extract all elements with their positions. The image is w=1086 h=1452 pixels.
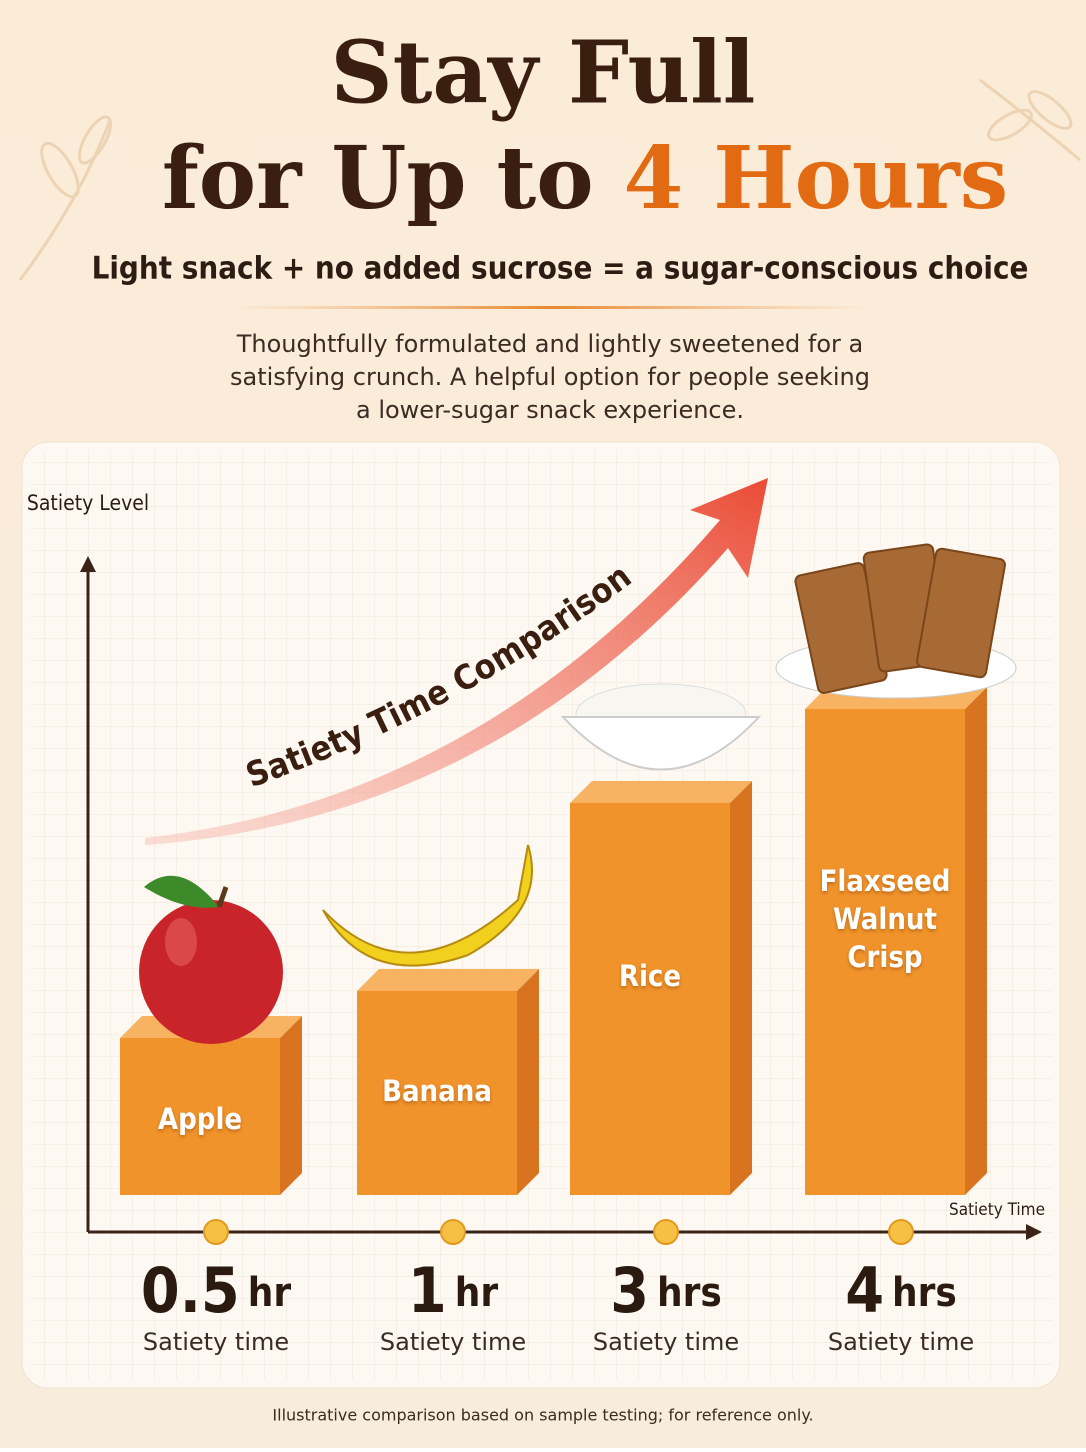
- value-label: 3 hrs: [610, 1254, 722, 1327]
- bar-label-box: Banana: [382, 1073, 492, 1108]
- apple-shine: [165, 918, 197, 966]
- bar-label-box: Rice: [618, 958, 682, 993]
- x-axis-label: Satiety Time: [949, 1200, 1045, 1220]
- x-point: [203, 1219, 229, 1245]
- banana: [322, 844, 533, 967]
- value-label: 0.5 hr: [141, 1254, 291, 1327]
- value-number: 0.5: [141, 1254, 240, 1327]
- value-number: 3: [610, 1254, 649, 1327]
- bar-side: [517, 969, 539, 1195]
- bar: [120, 1038, 280, 1195]
- bar-side: [965, 687, 987, 1195]
- apple-leaf: [144, 875, 219, 908]
- bar: [357, 991, 517, 1195]
- y-label-text: Satiety Level: [27, 491, 149, 515]
- value-sublabel: Satiety time: [380, 1328, 526, 1356]
- divider: [230, 306, 870, 309]
- value-number: 1: [408, 1254, 447, 1327]
- title-text: for Up to: [162, 128, 594, 229]
- title-line-1: Stay Full: [331, 23, 756, 124]
- bar-label-box: Flaxseed Walnut Crisp: [819, 863, 951, 974]
- subtitle: Light snack + no added sucrose = a sugar…: [92, 251, 1029, 287]
- description: Thoughtfully formulated and lightly swee…: [230, 330, 870, 424]
- value-sublabel: Satiety time: [828, 1328, 974, 1356]
- x-axis-arrow: [1026, 1224, 1042, 1240]
- value-label: 1 hr: [408, 1254, 498, 1327]
- value-unit: hrs: [892, 1270, 957, 1316]
- y-axis-arrow: [80, 556, 96, 572]
- value-unit: hr: [455, 1270, 499, 1316]
- value-sublabel: Satiety time: [593, 1328, 739, 1356]
- value-sublabel: Satiety time: [143, 1328, 289, 1356]
- footnote: Illustrative comparison based on sample …: [272, 1406, 813, 1425]
- bar-label: Flaxseed Walnut Crisp: [819, 863, 951, 974]
- apple: [139, 900, 283, 1044]
- x-point: [888, 1219, 914, 1245]
- title-highlight: 4 Hours: [624, 128, 1009, 229]
- value-number: 4: [845, 1254, 884, 1327]
- bar-top: [570, 781, 752, 803]
- x-point: [653, 1219, 679, 1245]
- bar: [805, 709, 965, 1195]
- bar-label: Banana: [382, 1073, 492, 1108]
- y-axis-label: Satiety Level: [27, 491, 149, 515]
- bar-label: Rice: [618, 958, 682, 993]
- title-line-2: for Up to 4 Hours: [162, 128, 1008, 229]
- x-point: [440, 1219, 466, 1245]
- bar-label: Apple: [157, 1102, 243, 1137]
- bar-side: [280, 1016, 302, 1195]
- apple-stem: [216, 886, 229, 908]
- trend-arrow: [145, 478, 768, 845]
- value-label: 4 hrs: [845, 1254, 957, 1327]
- bowl: [560, 716, 762, 771]
- leaf-decoration: [18, 78, 1081, 281]
- value-unit: hrs: [657, 1270, 722, 1316]
- bar-side: [730, 781, 752, 1195]
- value-unit: hr: [248, 1270, 292, 1316]
- description-box: Thoughtfully formulated and lightly swee…: [230, 330, 870, 424]
- bar-top: [357, 969, 539, 991]
- crisp: [916, 547, 1006, 679]
- bar: [570, 803, 730, 1195]
- bar-label-box: Apple: [157, 1102, 243, 1137]
